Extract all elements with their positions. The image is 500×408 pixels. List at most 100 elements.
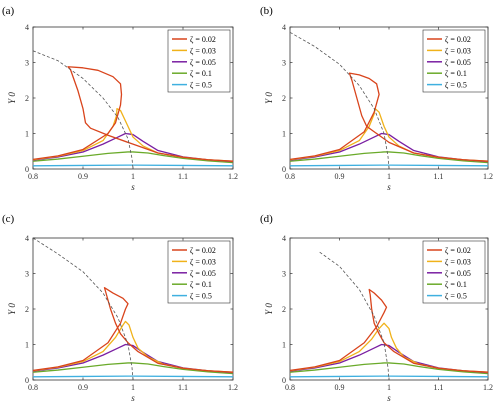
legend-label: ζ = 0.03 — [190, 46, 216, 55]
x-tick-label: 0.8 — [28, 383, 38, 392]
legend-box — [167, 240, 231, 304]
x-tick-label: 0.9 — [335, 383, 345, 392]
panel-label: (d) — [260, 213, 273, 225]
y-tick-label: 0 — [25, 376, 29, 385]
y-tick-label: 4 — [282, 23, 286, 32]
y-tick-label: 3 — [282, 270, 286, 279]
y-tick-label: 1 — [25, 130, 29, 139]
y-tick-label: 0 — [25, 165, 29, 174]
legend-box — [422, 29, 486, 93]
series-line-2 — [33, 343, 233, 374]
legend-label: ζ = 0.5 — [445, 81, 467, 90]
panel-label: (b) — [260, 5, 273, 17]
backbone-curve — [319, 251, 390, 380]
legend-label: ζ = 0.5 — [190, 292, 212, 301]
x-tick-label: 1.2 — [228, 383, 238, 392]
series-line-3 — [290, 362, 488, 375]
y-tick-label: 2 — [25, 305, 29, 314]
y-tick-label: 1 — [282, 341, 286, 350]
backbone-curve — [33, 238, 134, 380]
plot-lines — [290, 31, 488, 169]
x-tick-label: 1.2 — [228, 172, 238, 181]
legend: ζ = 0.02 ζ = 0.03 ζ = 0.05 ζ = 0.1 ζ = 0.5 — [167, 240, 231, 304]
series-line-2 — [290, 343, 488, 374]
x-axis-label: s — [387, 182, 391, 192]
plot-lines — [33, 238, 233, 380]
x-tick-label: 0.9 — [335, 172, 345, 181]
series-line-3 — [33, 362, 233, 375]
x-axis-label: s — [131, 182, 135, 192]
x-tick-label: 1 — [387, 383, 391, 392]
y-tick-label: 3 — [25, 270, 29, 279]
series-line-0 — [290, 288, 488, 373]
series-line-0 — [33, 287, 233, 373]
y-tick-label: 4 — [282, 234, 286, 243]
y-tick-label: 1 — [25, 341, 29, 350]
legend: ζ = 0.02 ζ = 0.03 ζ = 0.05 ζ = 0.1 ζ = 0.5 — [167, 29, 231, 93]
legend-label: ζ = 0.05 — [445, 269, 471, 278]
x-tick-label: 0.8 — [285, 172, 295, 181]
y-tick-label: 3 — [25, 59, 29, 68]
series-line-0 — [33, 66, 233, 162]
backbone-curve — [290, 31, 390, 169]
x-tick-label: 1.1 — [178, 172, 188, 181]
backbone-curve — [33, 50, 134, 169]
y-tick-label: 2 — [282, 94, 286, 103]
series-line-3 — [33, 151, 233, 164]
x-tick-label: 1.1 — [434, 172, 444, 181]
y-tick-label: 0 — [282, 165, 286, 174]
x-tick-label: 0.8 — [28, 172, 38, 181]
legend-label: ζ = 0.05 — [190, 269, 216, 278]
x-tick-label: 0.9 — [78, 172, 88, 181]
legend-label: ζ = 0.03 — [445, 46, 471, 55]
y-tick-label: 2 — [282, 305, 286, 314]
legend-label: ζ = 0.05 — [445, 58, 471, 67]
x-axis-label: s — [387, 393, 391, 403]
panel-label: (a) — [2, 5, 15, 17]
legend: ζ = 0.02 ζ = 0.03 ζ = 0.05 ζ = 0.1 ζ = 0.5 — [422, 29, 486, 93]
y-tick-label: 1 — [282, 130, 286, 139]
series-line-4 — [290, 164, 488, 167]
series-line-3 — [290, 151, 488, 164]
y-axis-label: Y 0 — [264, 303, 274, 315]
x-tick-label: 1.1 — [178, 383, 188, 392]
legend-box — [167, 29, 231, 93]
plot-lines — [33, 50, 233, 169]
x-tick-label: 1.2 — [483, 383, 493, 392]
x-tick-label: 1 — [131, 383, 135, 392]
x-tick-label: 1 — [387, 172, 391, 181]
x-tick-label: 0.8 — [285, 383, 295, 392]
legend-label: ζ = 0.5 — [445, 292, 467, 301]
legend-label: ζ = 0.02 — [445, 246, 471, 255]
series-line-4 — [33, 375, 233, 378]
y-tick-label: 4 — [25, 234, 29, 243]
legend-label: ζ = 0.1 — [445, 69, 467, 78]
y-tick-label: 3 — [282, 59, 286, 68]
legend: ζ = 0.02 ζ = 0.03 ζ = 0.05 ζ = 0.1 ζ = 0.5 — [422, 240, 486, 304]
legend-label: ζ = 0.05 — [190, 58, 216, 67]
legend-box — [422, 240, 486, 304]
y-tick-label: 4 — [25, 23, 29, 32]
y-axis-label: Y 0 — [7, 303, 17, 315]
legend-label: ζ = 0.1 — [445, 280, 467, 289]
legend-label: ζ = 0.03 — [445, 257, 471, 266]
x-tick-label: 1.2 — [483, 172, 493, 181]
legend-label: ζ = 0.1 — [190, 280, 212, 289]
y-tick-label: 0 — [282, 376, 286, 385]
panel-label: (c) — [2, 213, 15, 225]
plot-lines — [290, 251, 488, 380]
x-axis-label: s — [131, 393, 135, 403]
x-tick-label: 1 — [131, 172, 135, 181]
legend-label: ζ = 0.03 — [190, 257, 216, 266]
legend-label: ζ = 0.02 — [190, 35, 216, 44]
y-tick-label: 2 — [25, 94, 29, 103]
x-tick-label: 1.1 — [434, 383, 444, 392]
y-axis-label: Y 0 — [264, 92, 274, 104]
x-tick-label: 0.9 — [78, 383, 88, 392]
legend-label: ζ = 0.02 — [445, 35, 471, 44]
